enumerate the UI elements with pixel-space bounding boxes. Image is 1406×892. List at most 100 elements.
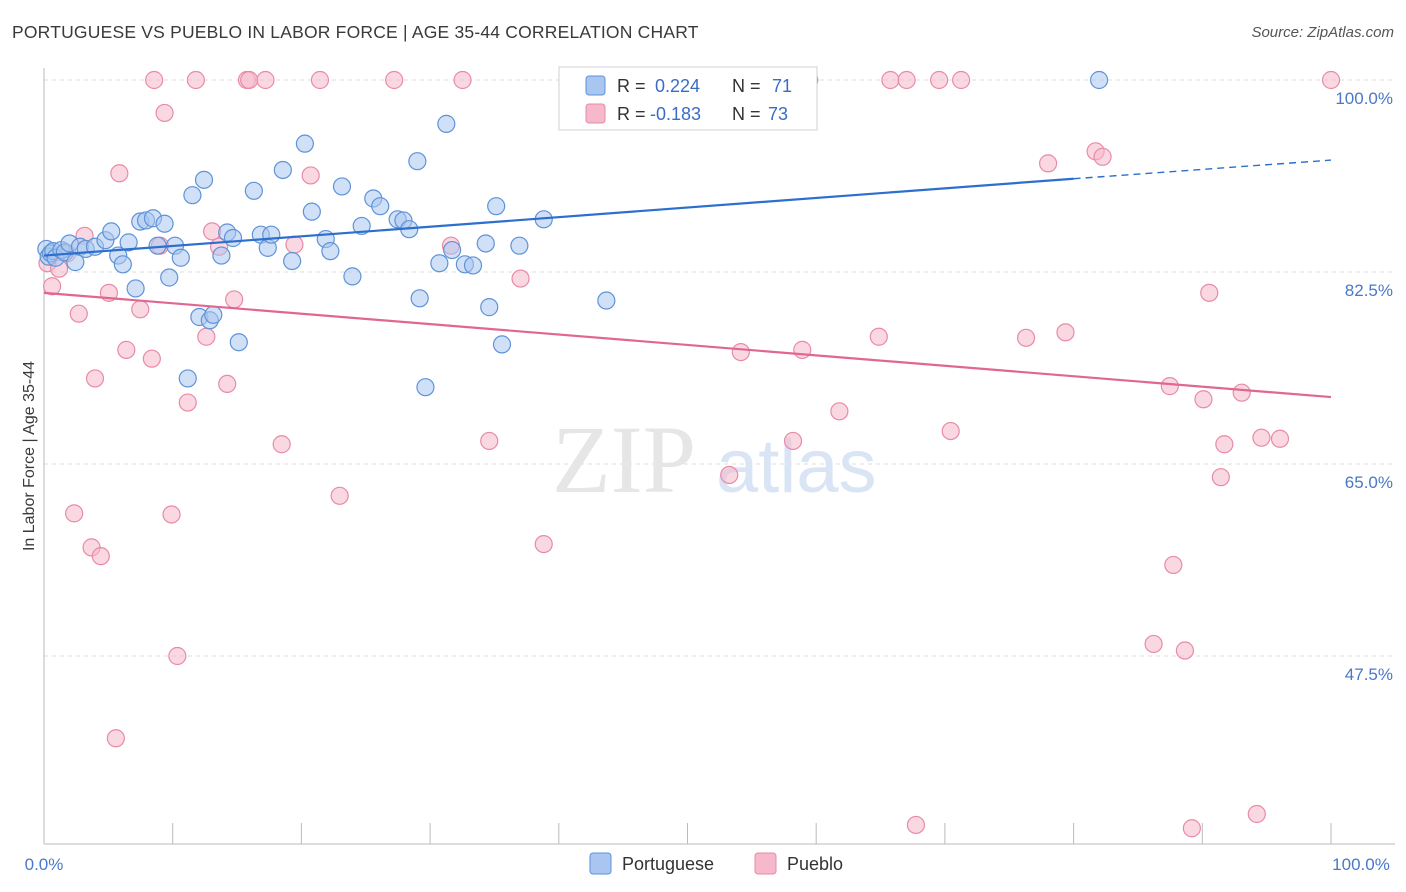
pueblo-point	[131, 300, 150, 319]
pueblo-point	[511, 269, 530, 288]
portuguese-point	[204, 305, 223, 324]
pueblo-point	[1164, 555, 1183, 575]
pueblo-point	[720, 465, 739, 485]
portuguese-point	[178, 369, 197, 388]
pueblo-point	[1038, 154, 1058, 173]
x-tick-marks	[43, 823, 1332, 844]
portuguese-point	[295, 134, 314, 153]
pueblo-point	[1215, 435, 1234, 454]
pueblo-point	[1175, 641, 1195, 660]
pueblo-point	[43, 277, 62, 296]
portuguese-point	[416, 378, 435, 397]
legend-r-label-pueblo: R =	[617, 104, 646, 124]
portuguese-point	[160, 268, 179, 287]
series-legend-swatch-pueblo	[754, 852, 777, 875]
portuguese-point	[244, 181, 263, 200]
pueblo-point	[941, 421, 960, 441]
portuguese-point	[113, 255, 132, 274]
pueblo-point	[110, 164, 129, 183]
watermark-zip: ZIP	[552, 406, 696, 513]
legend-r-value-pueblo: -0.183	[650, 104, 701, 124]
pueblo-point	[197, 327, 216, 346]
portuguese-point	[343, 267, 362, 286]
pueblo-point	[480, 431, 499, 451]
legend-r-label-portuguese: R =	[617, 76, 646, 96]
pueblo-point	[869, 327, 888, 346]
pueblo-point	[731, 342, 750, 362]
portuguese-point	[510, 236, 529, 255]
pueblo-point	[783, 431, 803, 451]
pueblo-point	[1247, 804, 1266, 824]
pueblo-trend-line	[43, 291, 1332, 399]
pueblo-point	[218, 374, 237, 394]
portuguese-point	[171, 248, 190, 267]
portuguese-point	[212, 246, 231, 265]
portuguese-point	[302, 202, 321, 221]
pueblo-point	[240, 70, 259, 90]
portuguese-trend-line	[43, 177, 1074, 257]
pueblo-point	[1144, 634, 1163, 654]
pueblo-point	[69, 304, 88, 323]
portuguese-point	[371, 197, 390, 216]
pueblo-point	[186, 70, 205, 90]
pueblo-point	[168, 646, 187, 666]
portuguese-point	[487, 197, 506, 216]
portuguese-point	[194, 170, 214, 189]
pueblo-point	[830, 402, 849, 421]
portuguese-point	[480, 298, 499, 317]
pueblo-point	[155, 103, 174, 123]
x-tick-label-max: 100.0%	[1332, 855, 1390, 874]
pueblo-point	[272, 435, 291, 454]
legend-n-value-portuguese: 71	[772, 76, 792, 96]
portuguese-point	[492, 335, 512, 354]
pueblo-point	[310, 70, 330, 90]
pueblo-point	[881, 70, 900, 90]
pueblo-point	[453, 70, 472, 90]
pueblo-point	[91, 547, 110, 566]
trend-lines	[43, 159, 1332, 399]
y-tick-labels: 47.5% 65.0% 82.5% 100.0%	[1335, 89, 1393, 684]
portuguese-point	[223, 228, 243, 248]
pueblo-point	[145, 70, 164, 90]
portuguese-point	[410, 289, 429, 308]
series-legend-label-pueblo: Pueblo	[787, 854, 843, 874]
portuguese-point	[437, 114, 456, 133]
y-tick-label: 47.5%	[1345, 665, 1393, 684]
pueblo-point	[906, 815, 926, 835]
portuguese-point	[443, 240, 462, 260]
pueblo-point	[65, 504, 84, 523]
series-legend-swatch-portuguese	[589, 852, 612, 875]
portuguese-point	[183, 186, 202, 205]
portuguese-trend-extension	[1073, 159, 1332, 180]
pueblo-point	[142, 349, 161, 368]
y-tick-label: 82.5%	[1345, 281, 1393, 300]
pueblo-point	[256, 70, 275, 90]
portuguese-point	[102, 222, 121, 241]
pueblo-point	[952, 70, 971, 90]
series-legend-label-portuguese: Portuguese	[622, 854, 714, 874]
portuguese-point	[283, 251, 302, 271]
pueblo-point	[106, 729, 125, 748]
pueblo-point	[534, 534, 553, 554]
pueblo-point	[1182, 819, 1201, 838]
portuguese-point	[597, 291, 616, 310]
y-tick-label: 65.0%	[1345, 473, 1393, 492]
pueblo-point	[1321, 70, 1341, 90]
portuguese-point	[332, 177, 352, 196]
pueblo-point	[285, 235, 304, 254]
pueblo-point	[301, 166, 320, 185]
legend-swatch-pueblo	[585, 103, 606, 124]
stats-legend: R = 0.224 N = 71 R = -0.183 N = 73	[558, 66, 818, 131]
portuguese-point	[126, 279, 145, 298]
pueblo-point	[1160, 377, 1179, 396]
portuguese-point	[262, 225, 281, 244]
legend-n-label-pueblo: N =	[732, 104, 761, 124]
portuguese-point	[463, 256, 483, 275]
pueblo-point	[1270, 429, 1290, 448]
legend-n-label-portuguese: N =	[732, 76, 761, 96]
pueblo-point	[1252, 428, 1271, 447]
portuguese-points	[37, 70, 1109, 397]
portuguese-point	[119, 233, 138, 252]
portuguese-point	[476, 234, 495, 253]
pueblo-point	[330, 486, 349, 505]
